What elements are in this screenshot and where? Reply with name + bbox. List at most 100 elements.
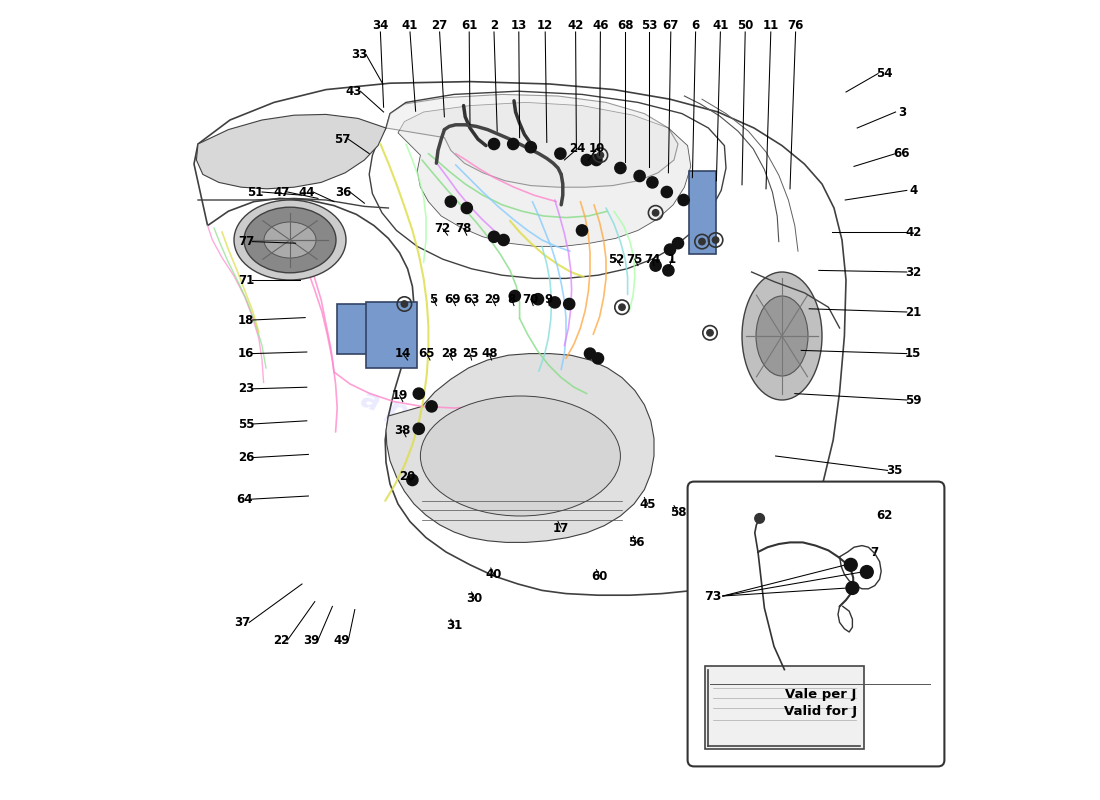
Circle shape	[488, 138, 499, 150]
Text: 42: 42	[905, 226, 922, 238]
Circle shape	[647, 177, 658, 188]
Circle shape	[507, 138, 519, 150]
Circle shape	[663, 265, 674, 276]
Circle shape	[509, 290, 520, 302]
Text: 15: 15	[905, 347, 922, 360]
Ellipse shape	[420, 396, 620, 516]
Text: 23: 23	[238, 382, 254, 395]
Circle shape	[549, 297, 560, 308]
Circle shape	[426, 401, 437, 412]
Text: 3: 3	[898, 106, 906, 118]
Text: 26: 26	[238, 451, 254, 464]
Text: 54: 54	[876, 67, 893, 80]
Text: 17: 17	[553, 522, 570, 534]
Text: 70: 70	[522, 293, 539, 306]
Circle shape	[672, 238, 683, 249]
Text: 7: 7	[871, 546, 879, 558]
Circle shape	[619, 304, 625, 310]
Text: 37: 37	[234, 616, 251, 629]
Text: 40: 40	[486, 568, 503, 581]
Text: 66: 66	[893, 147, 911, 160]
Text: 41: 41	[402, 19, 418, 32]
Circle shape	[591, 154, 602, 166]
Ellipse shape	[742, 272, 822, 400]
Text: 12: 12	[537, 19, 553, 32]
Text: 48: 48	[481, 347, 497, 360]
FancyBboxPatch shape	[338, 304, 375, 354]
FancyBboxPatch shape	[366, 302, 417, 368]
Text: 33: 33	[352, 48, 367, 61]
Text: 4: 4	[909, 184, 917, 197]
Circle shape	[402, 301, 408, 307]
Circle shape	[414, 388, 425, 399]
Text: 57: 57	[333, 133, 350, 146]
Text: 56: 56	[628, 536, 645, 549]
Text: 11: 11	[762, 19, 779, 32]
Text: 51: 51	[248, 186, 264, 198]
Ellipse shape	[264, 222, 316, 258]
Text: 22: 22	[273, 634, 289, 646]
Text: 76: 76	[788, 19, 804, 32]
Text: 49: 49	[333, 634, 350, 646]
Circle shape	[498, 234, 509, 246]
Text: Valid for J: Valid for J	[784, 706, 857, 718]
Text: 68: 68	[617, 19, 634, 32]
Text: 77: 77	[238, 235, 254, 248]
Text: 20: 20	[399, 470, 416, 483]
Ellipse shape	[244, 207, 336, 273]
Polygon shape	[398, 102, 691, 246]
Text: 65: 65	[418, 347, 434, 360]
Circle shape	[446, 196, 456, 207]
Circle shape	[707, 330, 713, 336]
Text: 55: 55	[238, 418, 254, 430]
Text: 13: 13	[510, 19, 527, 32]
Circle shape	[661, 186, 672, 198]
Text: 28: 28	[441, 347, 458, 360]
Text: 29: 29	[484, 293, 500, 306]
Text: 18: 18	[238, 314, 254, 326]
Text: 21: 21	[905, 306, 922, 318]
Circle shape	[554, 148, 566, 159]
Text: 10: 10	[588, 142, 605, 155]
Text: 41: 41	[712, 19, 728, 32]
Circle shape	[846, 582, 859, 594]
Polygon shape	[386, 94, 678, 187]
Text: 61: 61	[461, 19, 477, 32]
FancyBboxPatch shape	[690, 171, 716, 254]
Text: 74: 74	[645, 253, 661, 266]
Text: 19: 19	[392, 389, 408, 402]
Text: 31: 31	[446, 619, 462, 632]
Circle shape	[407, 474, 418, 486]
Text: 60: 60	[592, 570, 608, 582]
Circle shape	[584, 348, 595, 359]
Text: 2: 2	[490, 19, 498, 32]
Text: 64: 64	[236, 493, 253, 506]
Text: 42: 42	[568, 19, 584, 32]
Text: 46: 46	[592, 19, 608, 32]
Text: 9: 9	[544, 293, 552, 306]
Circle shape	[563, 298, 575, 310]
Circle shape	[615, 162, 626, 174]
Circle shape	[597, 152, 604, 158]
Text: 53: 53	[641, 19, 658, 32]
Text: 45: 45	[639, 498, 656, 510]
Text: 59: 59	[905, 394, 922, 406]
Text: 1: 1	[668, 253, 675, 266]
Text: 39: 39	[304, 634, 320, 646]
Text: 50: 50	[737, 19, 754, 32]
Circle shape	[576, 225, 587, 236]
Text: 27: 27	[431, 19, 448, 32]
Text: a partsdia85: a partsdia85	[356, 385, 551, 479]
Text: 6: 6	[692, 19, 700, 32]
Ellipse shape	[234, 200, 346, 280]
Circle shape	[525, 142, 537, 153]
Text: 47: 47	[273, 186, 289, 198]
Circle shape	[664, 244, 675, 255]
Text: 24: 24	[569, 142, 585, 155]
Text: 5: 5	[429, 293, 438, 306]
Ellipse shape	[756, 296, 808, 376]
Text: 72: 72	[434, 222, 451, 235]
Text: 71: 71	[238, 274, 254, 286]
Text: 43: 43	[345, 85, 362, 98]
Text: 8: 8	[507, 293, 516, 306]
